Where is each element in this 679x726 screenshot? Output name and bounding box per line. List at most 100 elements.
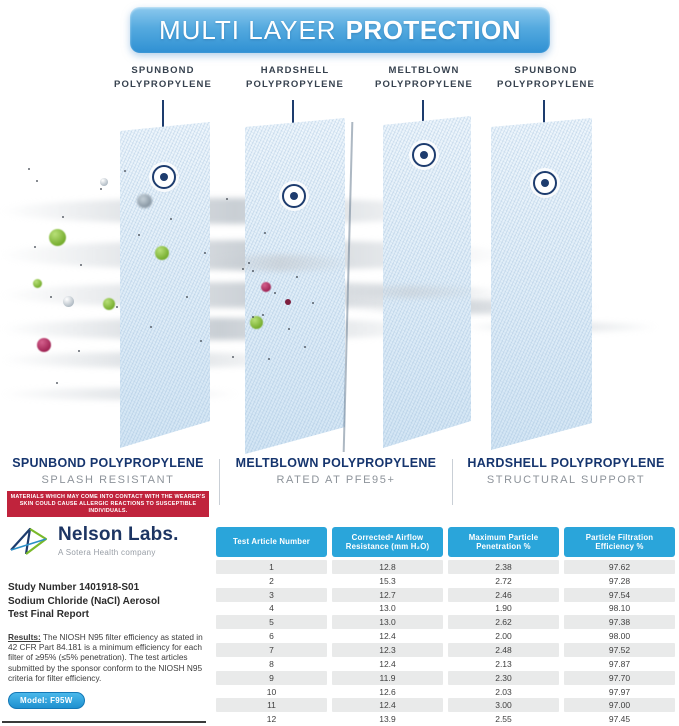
- table-row: 2 15.3 2.72 97.28: [216, 574, 675, 588]
- table-cell: 4: [269, 603, 274, 614]
- table-cell: 97.00: [564, 698, 675, 713]
- table-cell: 97.70: [564, 670, 675, 685]
- layer-label-line1: MELTBLOWN: [388, 65, 460, 76]
- feature-title: SPUNBOND POLYPROPYLENE: [12, 456, 204, 470]
- table-header-cell: Particle Filtration Efficiency %: [564, 527, 675, 557]
- study-line: Sodium Chloride (NaCl) Aerosol: [8, 595, 160, 607]
- table-cell: 8: [269, 658, 274, 669]
- table-cell: 2.13: [495, 658, 512, 669]
- mask-layer-sheet-4: [491, 118, 592, 450]
- layer-marker-4: [533, 171, 557, 195]
- table-cell: 3.00: [448, 698, 559, 713]
- table-cell: 1: [216, 560, 327, 574]
- table-cell: 5: [216, 615, 327, 630]
- table-cell: 2.30: [448, 670, 559, 685]
- feature-meltblown: MELTBLOWN POLYPROPYLENE RATED AT PFE95+: [228, 456, 444, 486]
- particle-specks: [28, 168, 30, 170]
- table-cell: 12.7: [332, 587, 443, 602]
- table-cell: 2.62: [448, 615, 559, 630]
- warning-banner: MATERIALS WHICH MAY COME INTO CONTACT WI…: [7, 491, 209, 518]
- layer-label-line2: POLYPROPYLENE: [375, 79, 473, 90]
- nelson-labs-logo: Nelson Labs. A Sotera Health company: [8, 524, 212, 566]
- table-cell: 3: [216, 587, 327, 602]
- table-cell: 1.90: [495, 603, 512, 614]
- particle-droplet: [100, 178, 108, 186]
- table-row: 11 12.4 3.00 97.00: [216, 698, 675, 713]
- layer-label-line1: SPUNBOND: [514, 65, 578, 76]
- particle-green: [250, 316, 263, 329]
- table-cell: 12: [266, 714, 277, 725]
- table-cell: 13.0: [332, 615, 443, 630]
- table-row: 4 13.0 1.90 98.10: [216, 602, 675, 616]
- feature-title: MELTBLOWN POLYPROPYLENE: [235, 456, 437, 470]
- table-cell: 97.52: [564, 643, 675, 657]
- feature-spunbond: SPUNBOND POLYPROPYLENE SPLASH RESISTANT …: [2, 456, 214, 518]
- model-badge: Model: F95W: [8, 691, 85, 709]
- feature-subtitle: RATED AT PFE95+: [276, 474, 396, 486]
- marker-dot: [420, 151, 428, 159]
- results-text: The NIOSH N95 filter efficiency as state…: [8, 631, 203, 684]
- layer-label-line1: HARDSHELL: [260, 65, 330, 76]
- marker-dot: [290, 192, 298, 200]
- title-light: MULTI LAYER: [158, 14, 337, 45]
- feature-subtitle: STRUCTURAL SUPPORT: [486, 474, 646, 486]
- table-row: 8 12.4 2.13 97.87: [216, 657, 675, 671]
- feature-subtitle: SPLASH RESISTANT: [41, 474, 175, 486]
- title-bold: PROTECTION: [345, 14, 522, 45]
- title-banner: MULTI LAYER PROTECTION: [130, 7, 550, 53]
- study-line: Test Final Report: [8, 609, 89, 620]
- table-cell: 97.54: [564, 587, 675, 602]
- table-cell: 98.00: [608, 631, 631, 642]
- table-cell: 2: [269, 575, 274, 586]
- marker-dot: [160, 173, 168, 181]
- particle-green: [33, 279, 42, 288]
- table-row: 5 13.0 2.62 97.38: [216, 615, 675, 630]
- layer-label-line1: SPUNBOND: [131, 65, 195, 76]
- results-table-body: 1 12.8 2.38 97.62 2 15.3 2.72 97.28 3 12.7 2.46 97.…: [216, 560, 675, 726]
- vertical-divider: [219, 459, 220, 505]
- mask-layer-sheet-2: [245, 118, 345, 454]
- table-cell: 12.3: [332, 643, 443, 657]
- logo-subtitle: A Sotera Health company: [58, 548, 156, 557]
- table-cell: 12.8: [332, 560, 443, 574]
- table-cell: 15.3: [379, 575, 396, 586]
- results-table: Test Article Number Correctedᵃ Airflow Re…: [216, 527, 675, 726]
- table-cell: 2.03: [495, 686, 512, 697]
- table-header-cell: Maximum Particle Penetration %: [448, 527, 559, 557]
- table-cell: 11: [216, 698, 327, 713]
- particle-red: [261, 282, 271, 292]
- table-row: 6 12.4 2.00 98.00: [216, 629, 675, 643]
- table-row: 12 13.9 2.55 97.45: [216, 712, 675, 726]
- table-row: 1 12.8 2.38 97.62: [216, 560, 675, 574]
- lab-report-panel: Nelson Labs. A Sotera Health company Stu…: [8, 524, 212, 709]
- table-cell: 2.00: [495, 631, 512, 642]
- table-cell: 6: [269, 631, 274, 642]
- table-cell: 2.46: [448, 587, 559, 602]
- particle-green: [49, 229, 66, 246]
- results-label: Results:: [8, 631, 41, 642]
- table-row: 9 11.9 2.30 97.70: [216, 670, 675, 685]
- layer-label-line2: POLYPROPYLENE: [246, 79, 344, 90]
- particle-droplet: [137, 194, 152, 208]
- table-cell: 7: [216, 643, 327, 657]
- table-cell: 12.4: [332, 698, 443, 713]
- marker-dot: [541, 179, 549, 187]
- layer-label-spunbond-1: SPUNBOND POLYPROPYLENE: [98, 64, 228, 92]
- table-row: 3 12.7 2.46 97.54: [216, 587, 675, 602]
- layer-label-line2: POLYPROPYLENE: [497, 79, 595, 90]
- air-streak: [205, 255, 355, 271]
- table-cell: 10: [266, 686, 277, 697]
- results-table-header: Test Article Number Correctedᵃ Airflow Re…: [216, 527, 675, 557]
- table-cell: 97.62: [564, 560, 675, 574]
- study-line: Study Number 1401918-S01: [8, 582, 140, 593]
- table-cell: 98.10: [608, 603, 631, 614]
- air-streak: [330, 286, 490, 298]
- layer-label-spunbond-2: SPUNBOND POLYPROPYLENE: [481, 64, 611, 92]
- particle-red: [285, 299, 291, 305]
- mask-layer-sheet-3: [383, 116, 471, 448]
- particle-green: [103, 298, 115, 310]
- table-header-cell: Correctedᵃ Airflow Resistance (mm H₂O): [332, 527, 443, 557]
- table-cell: 12.6: [379, 686, 396, 697]
- table-row: 10 12.6 2.03 97.97: [216, 685, 675, 699]
